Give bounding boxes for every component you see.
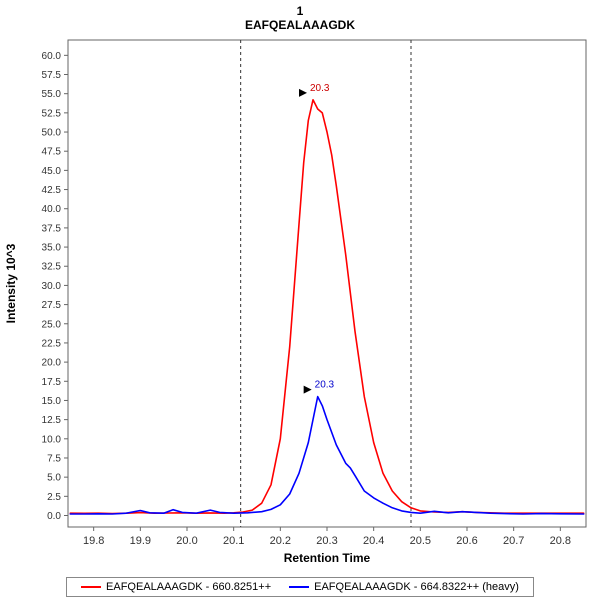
x-tick-label: 20.4 xyxy=(363,535,384,547)
x-tick-label: 20.5 xyxy=(410,535,431,547)
x-tick-label: 20.7 xyxy=(503,535,524,547)
legend-box: EAFQEALAAAGDK - 660.8251++ EAFQEALAAAGDK… xyxy=(66,577,534,597)
y-tick-label: 25.0 xyxy=(42,319,62,330)
y-tick-label: 12.5 xyxy=(42,415,62,426)
x-tick-label: 20.0 xyxy=(176,535,197,547)
x-axis-title: Retention Time xyxy=(284,551,371,565)
y-tick-label: 27.5 xyxy=(42,300,62,311)
chromatogram-trace xyxy=(69,395,585,515)
legend-line-red-icon xyxy=(81,586,102,588)
y-tick-label: 15.0 xyxy=(42,396,62,407)
y-tick-label: 7.5 xyxy=(47,453,61,464)
y-tick-label: 22.5 xyxy=(42,338,62,349)
peak-rt-label: 20.3 xyxy=(315,380,335,391)
legend-label-light: EAFQEALAAAGDK - 660.8251++ xyxy=(106,581,272,593)
y-axis-title: Intensity 10^3 xyxy=(4,243,18,323)
y-tick-label: 50.0 xyxy=(42,128,62,139)
y-tick-label: 37.5 xyxy=(42,223,62,234)
x-tick-label: 20.3 xyxy=(316,535,337,547)
y-tick-label: 2.5 xyxy=(47,492,61,503)
legend: EAFQEALAAAGDK - 660.8251++ EAFQEALAAAGDK… xyxy=(0,577,600,597)
y-tick-label: 35.0 xyxy=(42,243,62,254)
legend-item-heavy: EAFQEALAAAGDK - 664.8322++ (heavy) xyxy=(289,581,519,593)
legend-line-blue-icon xyxy=(289,586,310,588)
y-tick-label: 60.0 xyxy=(42,51,62,62)
y-tick-label: 47.5 xyxy=(42,147,62,158)
peak-rt-label: 20.3 xyxy=(310,83,330,94)
chart-title: 1 xyxy=(296,4,304,18)
y-tick-label: 32.5 xyxy=(42,262,62,273)
x-tick-label: 19.8 xyxy=(83,535,104,547)
chart-subtitle: EAFQEALAAAGDK xyxy=(245,18,355,32)
y-tick-label: 0.0 xyxy=(47,511,61,522)
chromatogram-trace xyxy=(69,99,585,515)
peak-arrow-icon xyxy=(303,385,312,394)
y-tick-label: 40.0 xyxy=(42,204,62,215)
y-tick-label: 17.5 xyxy=(42,377,62,388)
peak-arrow-icon xyxy=(299,88,307,97)
x-tick-label: 20.2 xyxy=(270,535,291,547)
chromatogram-plot[interactable]: 0.0 2.5 5.0 7.5 10.0 12.5 15.0 17.5 20.0 22.5 25.0… xyxy=(0,32,600,570)
x-tick-label: 19.9 xyxy=(130,535,151,547)
x-tick-label: 20.1 xyxy=(223,535,244,547)
y-tick-label: 42.5 xyxy=(42,185,62,196)
y-tick-label: 55.0 xyxy=(42,89,62,100)
x-tick-label: 20.6 xyxy=(456,535,477,547)
y-tick-label: 45.0 xyxy=(42,166,62,177)
y-tick-label: 30.0 xyxy=(42,281,62,292)
y-tick-label: 10.0 xyxy=(42,434,62,445)
y-tick-label: 57.5 xyxy=(42,70,62,81)
legend-item-light: EAFQEALAAAGDK - 660.8251++ xyxy=(81,581,271,593)
y-tick-label: 5.0 xyxy=(47,473,61,484)
x-tick-label: 20.8 xyxy=(550,535,571,547)
y-tick-label: 20.0 xyxy=(42,358,62,369)
y-tick-label: 52.5 xyxy=(42,108,62,119)
plot-border xyxy=(67,39,587,528)
legend-label-heavy: EAFQEALAAAGDK - 664.8322++ (heavy) xyxy=(314,581,519,593)
